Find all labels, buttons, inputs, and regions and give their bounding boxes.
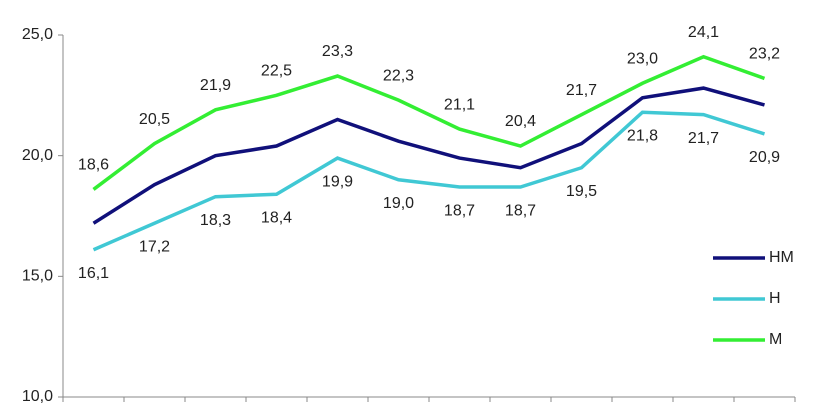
series-line — [92, 86, 765, 225]
data-label: 17,2 — [139, 238, 170, 255]
data-label: 23,2 — [749, 46, 780, 63]
legend-label: HM — [769, 249, 794, 266]
data-label: 22,5 — [261, 63, 292, 80]
data-label: 21,7 — [566, 82, 597, 99]
data-label: 18,4 — [261, 209, 292, 226]
series-line — [92, 110, 766, 252]
data-label: 20,4 — [505, 113, 536, 130]
data-label: 23,0 — [627, 50, 658, 67]
data-label: 22,3 — [383, 67, 414, 84]
data-label: 18,6 — [78, 157, 109, 174]
data-label: 24,1 — [688, 24, 719, 41]
y-tick-label: 25,0 — [22, 26, 53, 43]
data-label: 18,7 — [505, 202, 536, 219]
data-label: 16,1 — [78, 265, 109, 282]
data-label: 21,7 — [688, 130, 719, 147]
series-line — [92, 54, 766, 191]
data-label: 20,5 — [139, 111, 170, 128]
data-label: 19,9 — [322, 173, 353, 190]
y-tick-label: 20,0 — [22, 147, 53, 164]
legend-label: H — [769, 290, 781, 307]
data-label: 23,3 — [322, 43, 353, 60]
data-label: 21,9 — [200, 77, 231, 94]
data-label: 18,7 — [444, 202, 475, 219]
data-label: 18,3 — [200, 212, 231, 229]
data-label: 19,0 — [383, 195, 414, 212]
y-tick-label: 10,0 — [22, 388, 53, 405]
data-label: 19,5 — [566, 183, 597, 200]
legend-label: M — [769, 331, 782, 348]
data-label: 20,9 — [749, 149, 780, 166]
data-label: 21,1 — [444, 96, 475, 113]
data-label: 21,8 — [627, 127, 658, 144]
y-tick-label: 15,0 — [22, 268, 53, 285]
